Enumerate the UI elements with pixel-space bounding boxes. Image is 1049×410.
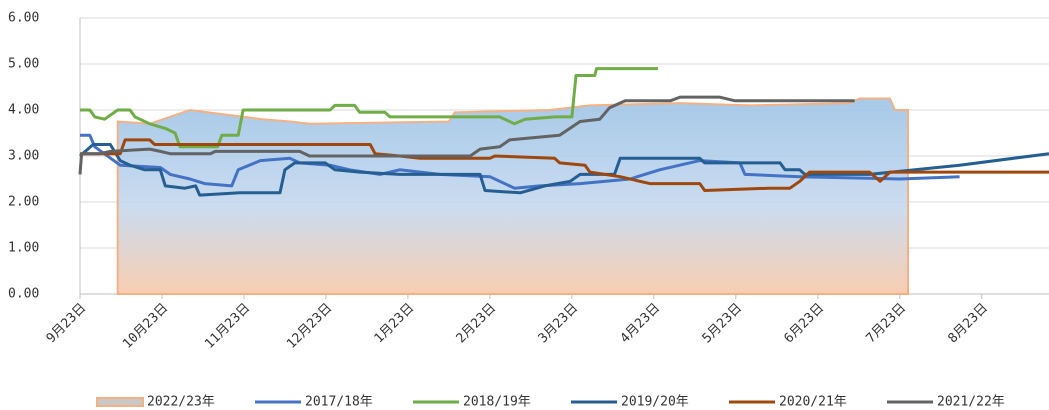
y-tick-label: 3.00 xyxy=(8,149,39,164)
legend-label: 2021/22年 xyxy=(937,395,1005,410)
y-tick-label: 6.00 xyxy=(8,11,39,26)
y-tick-label: 2.00 xyxy=(8,195,39,210)
series-line xyxy=(80,67,658,149)
x-tick-label: 5月23日 xyxy=(700,301,746,347)
series-line xyxy=(79,143,1049,197)
area xyxy=(116,97,909,295)
x-tick-label: 2月23日 xyxy=(454,301,500,347)
y-tick-label: 4.00 xyxy=(8,103,39,118)
legend-label: 2022/23年 xyxy=(147,395,215,410)
y-tick-label: 1.00 xyxy=(8,241,39,256)
y-tick-label: 0.00 xyxy=(8,287,39,302)
x-tick-label: 11月23日 xyxy=(202,301,253,352)
x-tick-label: 7月23日 xyxy=(864,301,910,347)
x-tick-label: 8月23日 xyxy=(945,301,991,347)
x-tick-label: 3月23日 xyxy=(536,301,582,347)
legend-label: 2020/21年 xyxy=(779,395,847,410)
x-tick-label: 1月23日 xyxy=(372,301,418,347)
series-line xyxy=(80,138,1049,192)
x-tick-label: 10月23日 xyxy=(120,301,171,352)
legend-swatch xyxy=(96,397,144,407)
x-tick-label: 6月23日 xyxy=(782,301,828,347)
legend-label: 2018/19年 xyxy=(463,395,531,410)
series-line xyxy=(78,95,855,175)
x-tick-label: 12月23日 xyxy=(284,301,335,352)
y-tick-label: 5.00 xyxy=(8,57,39,72)
x-tick-label: 4月23日 xyxy=(618,301,664,347)
x-tick-label: 9月23日 xyxy=(44,301,90,347)
legend-label: 2019/20年 xyxy=(621,395,689,410)
legend-label: 2017/18年 xyxy=(305,395,373,410)
